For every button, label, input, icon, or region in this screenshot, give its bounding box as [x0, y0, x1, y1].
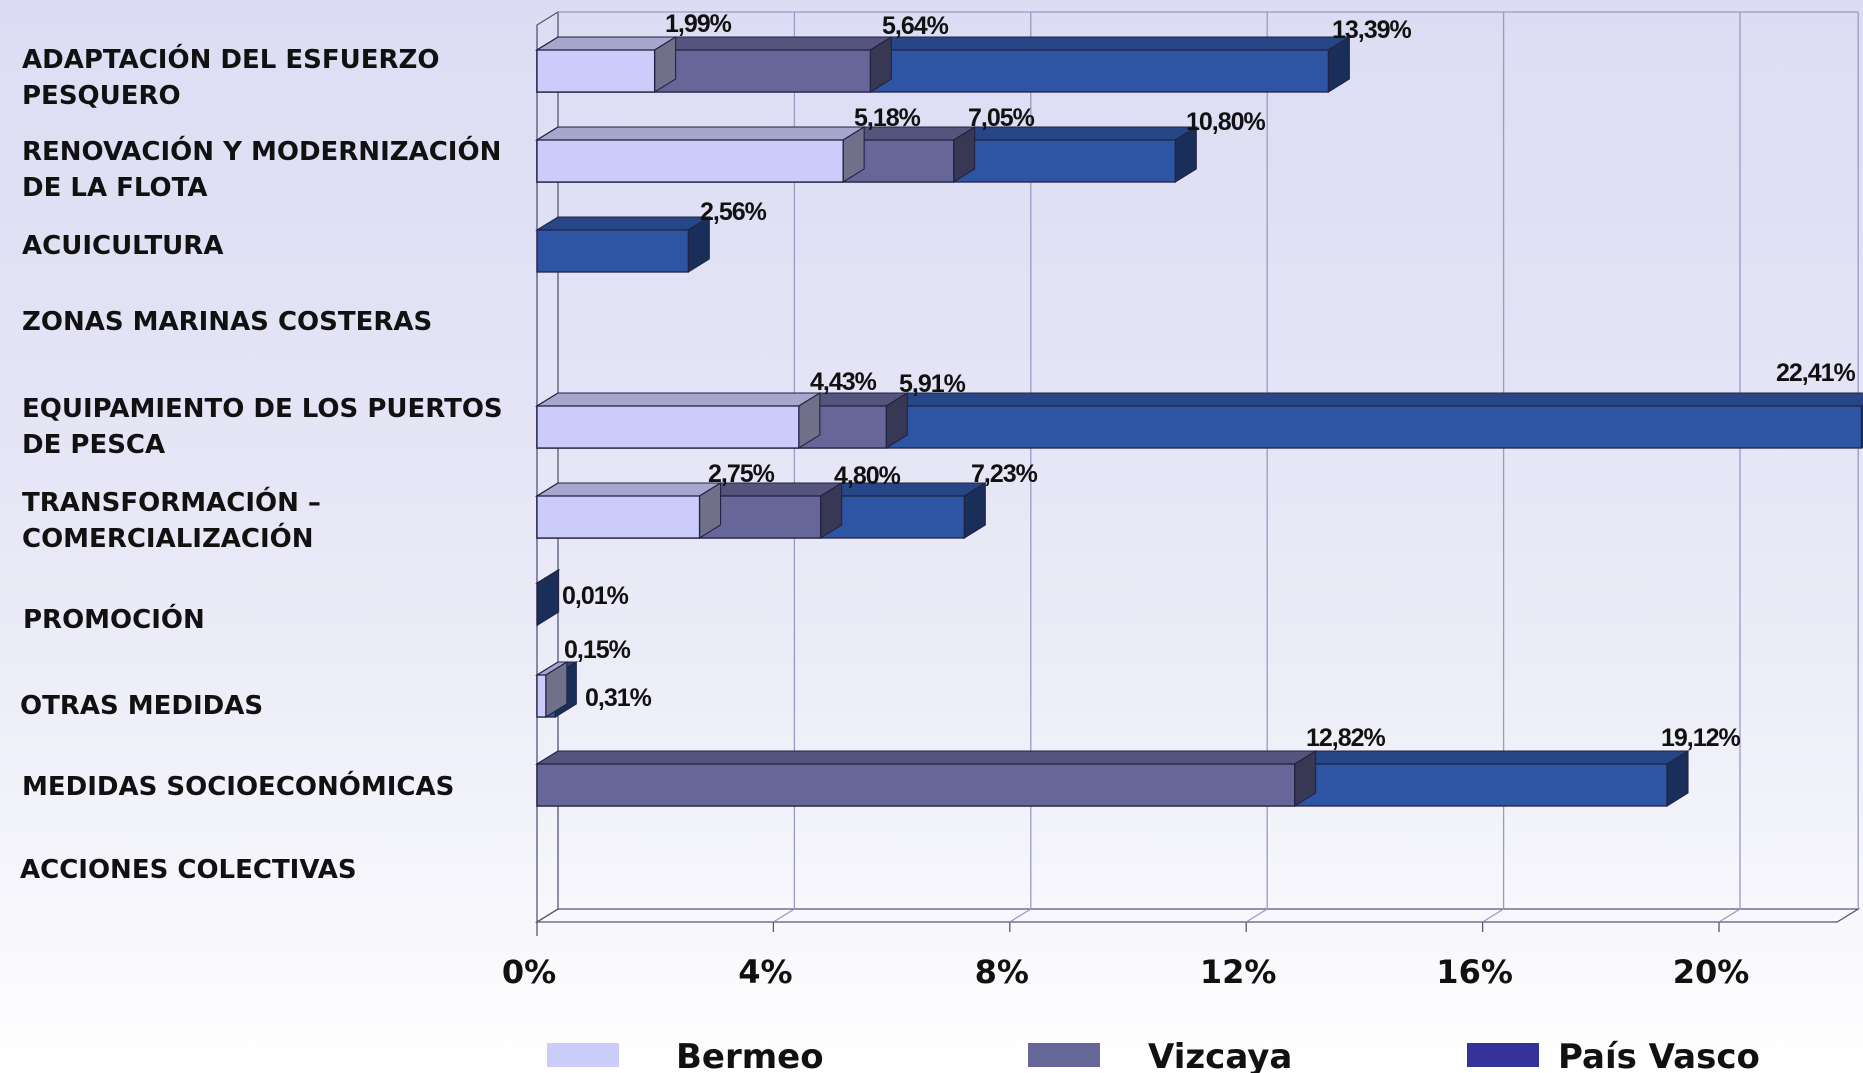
value-labels: 1,99% 5,18% 4,43% 2,75% 0,15% 5,64% 7,05% 5,91%… [562, 10, 1857, 752]
legend-swatch [1028, 1043, 1100, 1067]
value-label: 5,64% [882, 12, 949, 40]
tick-label: 12% [1200, 953, 1277, 991]
category-label: ACCIONES COLECTIVAS [20, 855, 357, 885]
bar-pa-s-vasco [536, 582, 539, 626]
category-label: PESQUERO [22, 81, 181, 111]
bar-bermeo [536, 49, 656, 93]
value-label: 5,91% [899, 370, 966, 398]
value-label: 4,80% [834, 462, 901, 490]
value-label: 13,39% [1332, 16, 1412, 44]
bar-bermeo [536, 139, 844, 183]
bar-bermeo [536, 495, 701, 539]
bar-top-vizcaya [535, 750, 1318, 765]
x-axis-ticks: 0% 4% 8% 12% 16% 20% [502, 953, 1749, 991]
gridline-floor [1009, 908, 1032, 923]
value-label: 7,23% [971, 460, 1038, 488]
bar-bermeo [536, 405, 800, 449]
tick-label: 4% [738, 953, 792, 991]
bar-side-pa-s-vasco [537, 569, 560, 626]
bar-top-bermeo [535, 36, 678, 51]
tick-label: 8% [975, 953, 1029, 991]
category-label: EQUIPAMIENTO DE LOS PUERTOS [22, 394, 503, 424]
category-label: RENOVACIÓN Y MODERNIZACIÓN [22, 135, 501, 167]
bar-top-bermeo [535, 392, 822, 407]
gridline-floor [1245, 908, 1268, 923]
value-label: 1,99% [665, 10, 732, 38]
legend: Bermeo Vizcaya País Vasco [547, 1037, 1760, 1073]
category-labels: ADAPTACIÓN DEL ESFUERZO PESQUERO RENOVACIÓ… [20, 43, 503, 885]
tick-label: 16% [1436, 953, 1513, 991]
bar-top-bermeo [535, 126, 867, 141]
value-label: 5,18% [854, 104, 921, 132]
bar-top-bermeo [535, 482, 723, 497]
tick-label: 0% [502, 953, 556, 991]
bar-bermeo [536, 674, 547, 718]
value-label: 4,43% [810, 368, 877, 396]
gridline-floor [1718, 908, 1741, 923]
value-label: 19,12% [1661, 724, 1741, 752]
value-label: 2,75% [708, 460, 775, 488]
value-label: 7,05% [968, 104, 1035, 132]
value-label: 0,01% [562, 582, 629, 610]
category-label: ADAPTACIÓN DEL ESFUERZO [22, 43, 439, 75]
bars [535, 36, 1863, 807]
value-label: 12,82% [1306, 724, 1386, 752]
gridline-floor [773, 908, 795, 923]
value-label: 22,41% [1776, 359, 1856, 387]
category-label: DE PESCA [22, 430, 165, 460]
value-label: 10,80% [1186, 108, 1266, 136]
legend-swatch [1467, 1043, 1539, 1067]
legend-label: Bermeo [676, 1037, 824, 1073]
category-label: COMERCIALIZACIÓN [22, 522, 314, 554]
bar-vizcaya [536, 763, 1296, 807]
category-label: ACUICULTURA [22, 231, 223, 261]
category-label: OTRAS MEDIDAS [20, 691, 263, 721]
value-label: 0,31% [585, 684, 652, 712]
legend-label: País Vasco [1558, 1037, 1760, 1073]
value-label: 0,15% [564, 636, 631, 664]
legend-label: Vizcaya [1148, 1037, 1292, 1073]
category-label: PROMOCIÓN [23, 603, 205, 635]
bar-top-pa-s-vasco [535, 216, 712, 231]
category-label: TRANSFORMACIÓN – [22, 486, 321, 518]
legend-swatch [547, 1043, 619, 1067]
gridline-floor [1482, 908, 1504, 923]
category-label: MEDIDAS SOCIOECONÓMICAS [22, 770, 454, 802]
bar-pa-s-vasco [536, 229, 689, 273]
value-label: 2,56% [700, 198, 767, 226]
category-label: DE LA FLOTA [22, 173, 207, 203]
category-label: ZONAS MARINAS COSTERAS [22, 307, 432, 337]
tick-label: 20% [1673, 953, 1750, 991]
floor [534, 908, 1861, 923]
